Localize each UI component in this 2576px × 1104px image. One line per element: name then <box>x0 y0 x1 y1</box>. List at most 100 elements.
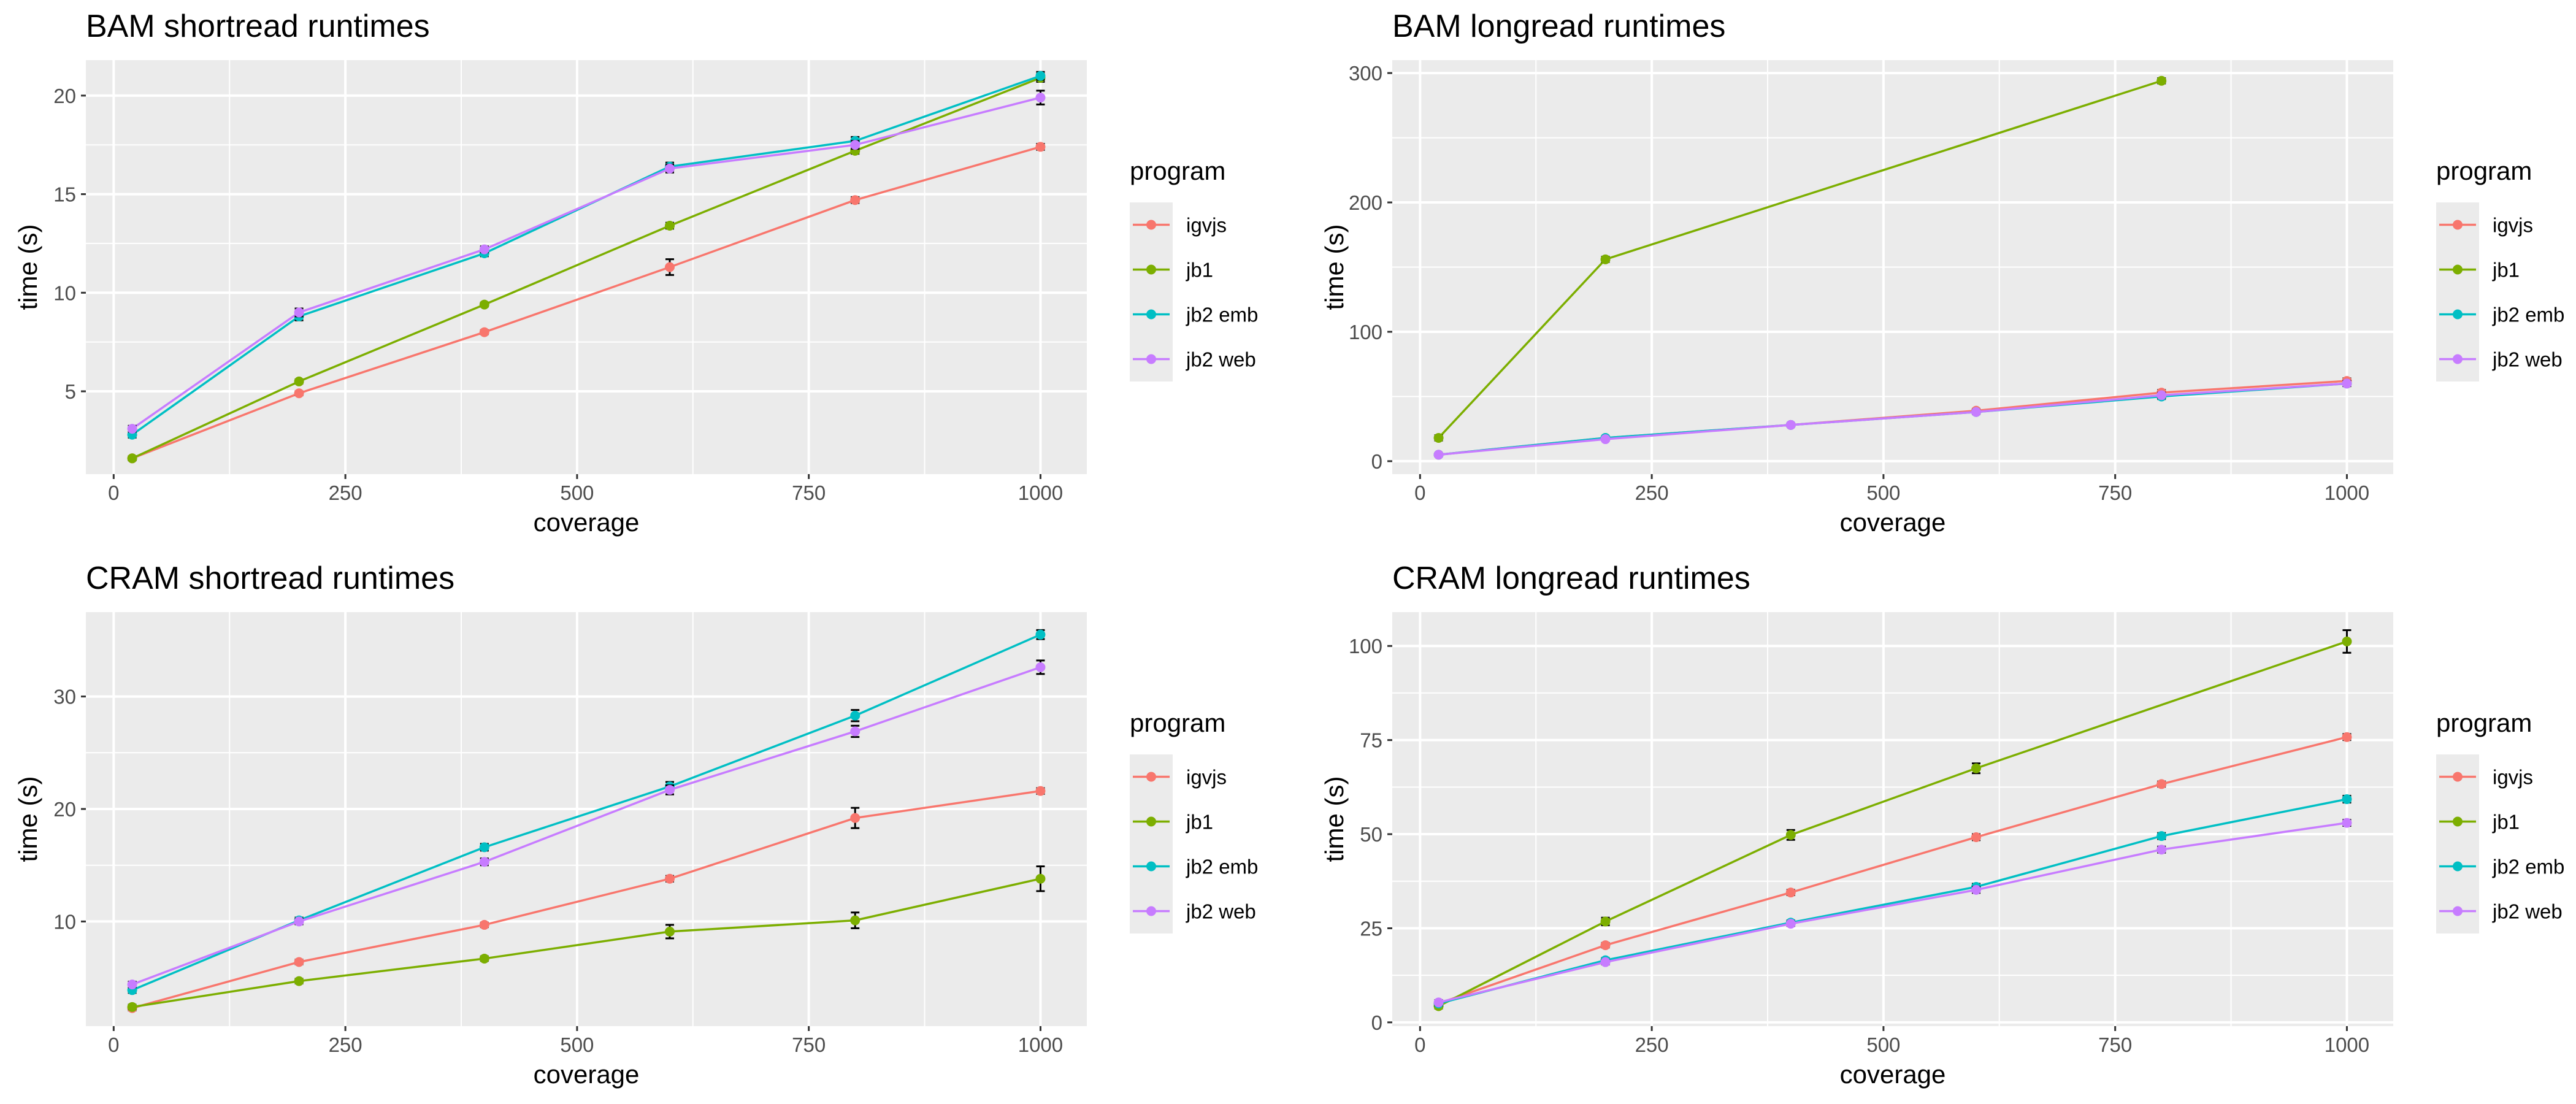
x-tick-label: 0 <box>108 1033 119 1056</box>
legend-item-jb1: jb1 <box>1130 247 1213 292</box>
series-jb2-web <box>127 90 1046 434</box>
plot-background <box>86 60 1087 474</box>
x-tick-label: 250 <box>1635 481 1669 504</box>
legend-item-jb1: jb1 <box>1130 799 1213 844</box>
data-point <box>2156 845 2167 855</box>
data-point <box>2156 831 2167 841</box>
legend-label: jb2 emb <box>1186 304 1258 326</box>
data-point <box>294 388 304 399</box>
y-axis-label: time (s) <box>1320 776 1349 862</box>
series-line <box>131 666 1041 986</box>
y-tick-label: 0 <box>1371 450 1382 473</box>
data-point <box>479 857 489 867</box>
data-point <box>294 957 304 967</box>
y-tick-label: 20 <box>53 798 76 821</box>
series-line <box>132 878 1041 1008</box>
legend: program igvjs jb1 jb2 emb jb2 web <box>1130 156 1258 381</box>
legend-title: program <box>1130 708 1225 737</box>
data-point <box>127 979 137 990</box>
y-tick-label: 200 <box>1349 191 1382 214</box>
data-point <box>479 299 489 310</box>
data-point <box>1433 432 1444 443</box>
legend-item-jb2-emb: jb2 emb <box>1130 292 1258 337</box>
series-jb1 <box>127 865 1046 1012</box>
chart-svg: 0 250 500 750 1000 10 20 30 CRAM shortread runti… <box>13 561 1258 1089</box>
data-point <box>479 327 489 337</box>
data-point <box>665 163 675 174</box>
panel-bam-longread: 0 250 500 750 1000 0 100 200 300 BAM longread run… <box>1306 0 2576 552</box>
data-point <box>665 221 675 231</box>
x-tick-label: 750 <box>792 481 826 504</box>
legend-label: jb1 <box>1186 259 1213 282</box>
y-tick-label: 10 <box>53 282 76 304</box>
data-point <box>1971 763 1981 773</box>
x-tick-label: 500 <box>560 1033 594 1056</box>
data-point <box>294 376 304 386</box>
y-axis-label: time (s) <box>13 776 42 862</box>
legend-item-jb2-emb: jb2 emb <box>2436 292 2564 337</box>
data-point <box>1600 916 1611 927</box>
legend-label: jb2 web <box>2492 348 2563 371</box>
series-line <box>131 77 1041 459</box>
data-point <box>665 926 675 937</box>
legend-label: jb2 web <box>2492 900 2563 923</box>
legend-label: jb2 emb <box>1186 856 1258 878</box>
data-point <box>2342 794 2352 804</box>
x-tick-label: 500 <box>560 481 594 504</box>
legend-label: jb1 <box>2492 811 2520 834</box>
data-point <box>1785 420 1796 430</box>
legend-title: program <box>2436 708 2532 737</box>
data-point <box>1035 71 1046 81</box>
legend-title: program <box>2436 156 2532 185</box>
legend-item-igvjs: igvjs <box>1130 202 1227 247</box>
series-line <box>1438 821 2347 1004</box>
data-point <box>2342 636 2352 646</box>
data-point <box>1600 254 1611 264</box>
legend-item-jb1: jb1 <box>2436 799 2520 844</box>
x-tick-label: 250 <box>329 481 362 504</box>
x-tick-label: 250 <box>1635 1033 1669 1056</box>
data-point <box>850 710 861 721</box>
data-point <box>665 873 675 884</box>
data-point <box>1785 919 1796 929</box>
chart-title: CRAM shortread runtimes <box>86 561 454 596</box>
series-jb2-web <box>127 659 1046 990</box>
y-tick-label: 75 <box>1360 729 1382 752</box>
plot-background <box>1392 612 2393 1026</box>
chart-svg: 0 250 500 750 1000 5 10 15 20 BAM shortread runti… <box>13 9 1258 537</box>
x-tick-label: 1000 <box>2325 481 2369 504</box>
data-point <box>1971 407 1981 417</box>
y-tick-label: 0 <box>1371 1011 1382 1034</box>
x-axis-label: coverage <box>534 1060 640 1089</box>
data-point <box>850 915 861 926</box>
data-point <box>479 842 489 853</box>
panel-cram-shortread: 0 250 500 750 1000 10 20 30 CRAM shortread runti… <box>0 552 1288 1104</box>
legend-item-jb2-web: jb2 web <box>1130 889 1256 933</box>
y-tick-label: 30 <box>53 686 76 708</box>
y-tick-label: 100 <box>1349 635 1382 657</box>
data-point <box>1035 786 1046 796</box>
data-point <box>2342 378 2352 389</box>
y-tick-label: 300 <box>1349 62 1382 85</box>
y-axis-label: time (s) <box>13 224 42 310</box>
y-tick-label: 5 <box>65 380 76 403</box>
data-point <box>1600 957 1611 967</box>
data-point <box>665 262 675 272</box>
data-point <box>850 140 861 150</box>
data-point <box>2156 779 2167 789</box>
legend-item-jb2-web: jb2 web <box>2436 337 2563 381</box>
legend: program igvjs jb1 jb2 emb jb2 web <box>2436 156 2564 381</box>
data-point <box>479 953 489 964</box>
legend-item-igvjs: igvjs <box>2436 754 2533 799</box>
data-point <box>1971 884 1981 895</box>
legend-label: jb1 <box>1186 811 1213 834</box>
x-tick-label: 1000 <box>1018 481 1063 504</box>
legend-item-jb2-emb: jb2 emb <box>2436 844 2564 889</box>
data-point <box>127 1002 137 1012</box>
legend-item-jb2-web: jb2 web <box>1130 337 1256 381</box>
x-tick-label: 0 <box>108 481 119 504</box>
legend-item-igvjs: igvjs <box>2436 202 2533 247</box>
data-point <box>1785 887 1796 898</box>
x-tick-label: 0 <box>1414 1033 1425 1056</box>
panel-cram-longread: 0 250 500 750 1000 0 25 50 75 100 CRAM longread ru… <box>1306 552 2576 1104</box>
